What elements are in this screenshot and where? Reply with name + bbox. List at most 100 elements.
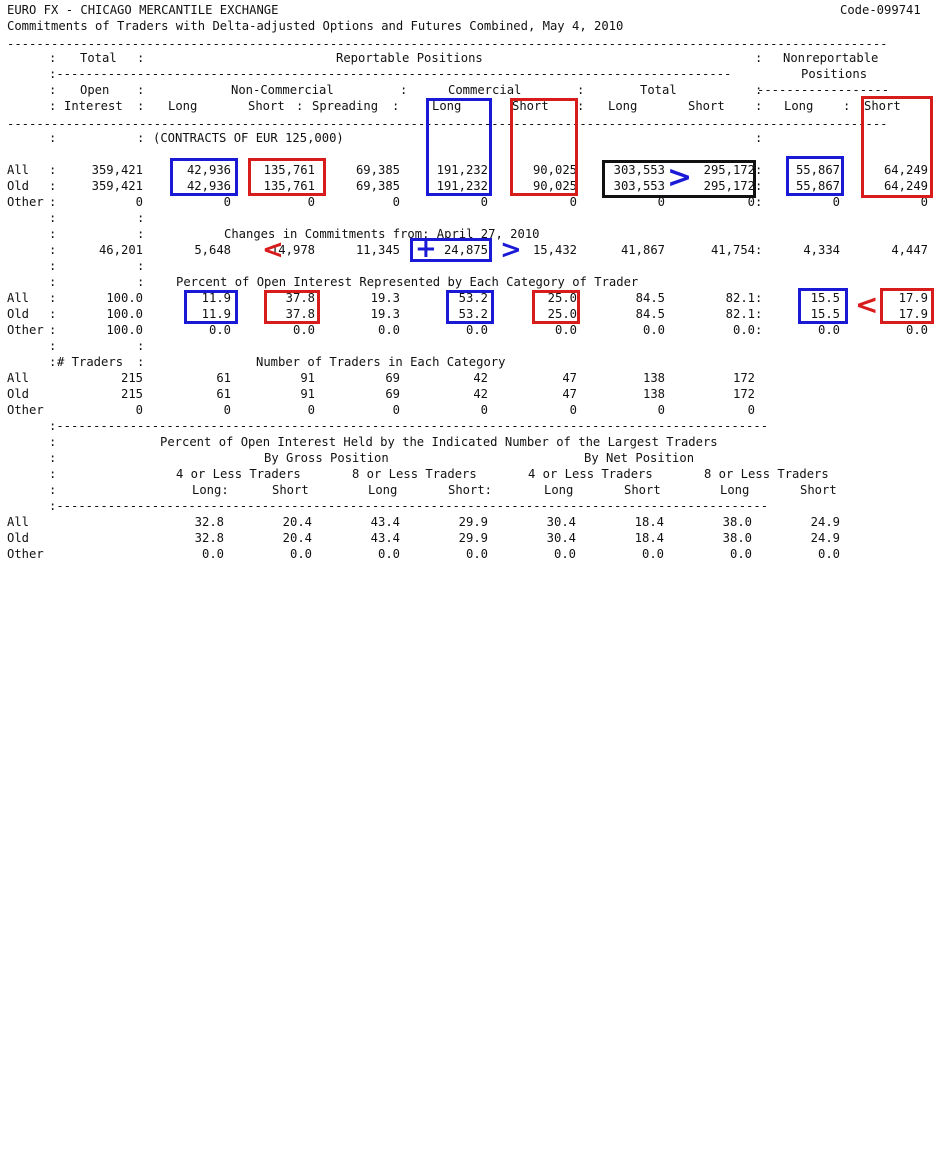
net-position-label: By Net Position (584, 451, 695, 465)
largest-other-cell: 0.0 (465, 547, 488, 561)
percent-all-cell: 53.2 (458, 291, 488, 305)
percent-all-cell: 84.5 (635, 291, 665, 305)
changes-cell: 5,648 (194, 243, 231, 257)
largest-all-cell: 20.4 (282, 515, 312, 529)
largest-other-cell: 0.0 (729, 547, 752, 561)
traders-title: Number of Traders in Each Category (256, 355, 506, 369)
percent-old-label: Old (7, 307, 30, 321)
percent-other-cell: 0.0 (732, 323, 755, 337)
changes-cell: 41,754 (710, 243, 755, 257)
changes-cell: 46,201 (98, 243, 143, 257)
positions-all-cell: 191,232 (436, 163, 488, 177)
positions-all-cell: 135,761 (263, 163, 315, 177)
traders-all-cell: 42 (473, 371, 488, 385)
nr-long-header: Long (784, 99, 814, 113)
gross-8-short: Short: (448, 483, 493, 497)
traders-all-cell: 69 (385, 371, 400, 385)
col-sep: : (755, 51, 763, 65)
gross-position-label: By Gross Position (264, 451, 389, 465)
percent-all-cell: 37.8 (285, 291, 315, 305)
changes-cell: 14,978 (270, 243, 315, 257)
positions-other-cell: 0 (747, 195, 755, 209)
net-4-short: Short (624, 483, 661, 497)
traders-other-cell: 0 (392, 403, 400, 417)
cot-report: EURO FX - CHICAGO MERCANTILE EXCHANGE Co… (7, 3, 934, 561)
positions-old-cell: 359,421 (91, 179, 143, 193)
positions-other-cell: 0 (920, 195, 928, 209)
less-than-mark: < (262, 235, 284, 265)
positions-old-cell: 303,553 (613, 179, 665, 193)
largest-all-cell: 43.4 (370, 515, 400, 529)
traders-other-cell: 0 (223, 403, 231, 417)
reportable-header: Reportable Positions (336, 51, 483, 65)
percent-old-cell: 15.5 (810, 307, 840, 321)
traders-other-label: Other (7, 403, 44, 417)
traders-all-cell: 172 (732, 371, 755, 385)
net-4-label: 4 or Less Traders (528, 467, 653, 481)
positions-old-cell: 42,936 (186, 179, 231, 193)
com-short-header: Short (512, 99, 549, 113)
positions-all-cell: 295,172 (703, 163, 755, 177)
traders-old-cell: 42 (473, 387, 488, 401)
plus-mark: + (415, 234, 437, 264)
largest-old-label: Old (7, 531, 30, 545)
changes-cell: 24,875 (443, 243, 488, 257)
traders-all-cell: 61 (216, 371, 231, 385)
traders-all-label: All (7, 371, 30, 385)
nr-short-header: Short (864, 99, 901, 113)
traders-header: # Traders (57, 355, 124, 369)
largest-other-cell: 0.0 (377, 547, 400, 561)
largest-other-cell: 0.0 (289, 547, 312, 561)
traders-all-cell: 47 (562, 371, 577, 385)
percent-other-cell: 0.0 (817, 323, 840, 337)
traders-all-cell: 215 (120, 371, 143, 385)
spreading-header: Spreading (312, 99, 379, 113)
contracts-note: (CONTRACTS OF EUR 125,000) (153, 131, 344, 145)
com-long-header: Long (432, 99, 462, 113)
positions-old-cell: 55,867 (795, 179, 840, 193)
percent-old-cell: 19.3 (370, 307, 400, 321)
positions-header: Positions (801, 67, 868, 81)
positions-all-label: All (7, 163, 30, 177)
total-reportable-header: Total (640, 83, 677, 97)
positions-all-cell: 90,025 (532, 163, 577, 177)
changes-cell: 4,334 (803, 243, 840, 257)
percent-all-cell: 25.0 (547, 291, 577, 305)
positions-other-cell: 0 (392, 195, 400, 209)
positions-other-cell: 0 (657, 195, 665, 209)
percent-old-cell: 17.9 (898, 307, 928, 321)
nonreportable-header: Nonreportable (783, 51, 879, 65)
gross-4-short: Short (272, 483, 309, 497)
positions-old-cell: 191,232 (436, 179, 488, 193)
gross-4-long: Long: (192, 483, 229, 497)
noncommercial-header: Non-Commercial (231, 83, 334, 97)
positions-all-cell: 359,421 (91, 163, 143, 177)
largest-other-cell: 0.0 (817, 547, 840, 561)
percent-other-cell: 0.0 (465, 323, 488, 337)
gross-4-label: 4 or Less Traders (176, 467, 301, 481)
largest-old-cell: 38.0 (722, 531, 752, 545)
largest-old-cell: 24.9 (810, 531, 840, 545)
traders-old-cell: 215 (120, 387, 143, 401)
greater-than-mark: > (667, 160, 693, 195)
positions-old-cell: 69,385 (355, 179, 400, 193)
positions-other-cell: 0 (480, 195, 488, 209)
percent-all-cell: 19.3 (370, 291, 400, 305)
percent-all-label: All (7, 291, 30, 305)
interest-header: Interest (64, 99, 123, 113)
positions-all-cell: 303,553 (613, 163, 665, 177)
positions-other-cell: 0 (832, 195, 840, 209)
positions-other-label: Other (7, 195, 44, 209)
percent-all-cell: 15.5 (810, 291, 840, 305)
gross-8-long: Long (368, 483, 398, 497)
percent-other-cell: 0.0 (377, 323, 400, 337)
changes-cell: 11,345 (355, 243, 400, 257)
traders-old-cell: 138 (642, 387, 665, 401)
largest-all-cell: 29.9 (458, 515, 488, 529)
net-8-long: Long (720, 483, 750, 497)
percent-all-cell: 17.9 (898, 291, 928, 305)
traders-old-cell: 47 (562, 387, 577, 401)
percent-other-cell: 0.0 (642, 323, 665, 337)
positions-other-cell: 0 (223, 195, 231, 209)
positions-other-cell: 0 (569, 195, 577, 209)
